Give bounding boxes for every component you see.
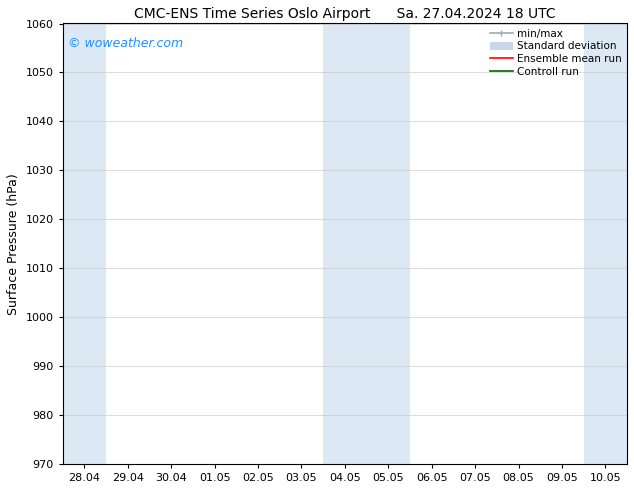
Title: CMC-ENS Time Series Oslo Airport      Sa. 27.04.2024 18 UTC: CMC-ENS Time Series Oslo Airport Sa. 27.… — [134, 7, 555, 21]
Legend: min/max, Standard deviation, Ensemble mean run, Controll run: min/max, Standard deviation, Ensemble me… — [488, 26, 624, 78]
Bar — [323, 24, 410, 464]
Bar — [584, 24, 627, 464]
Bar — [63, 24, 106, 464]
Y-axis label: Surface Pressure (hPa): Surface Pressure (hPa) — [7, 173, 20, 315]
Text: © woweather.com: © woweather.com — [68, 37, 183, 49]
